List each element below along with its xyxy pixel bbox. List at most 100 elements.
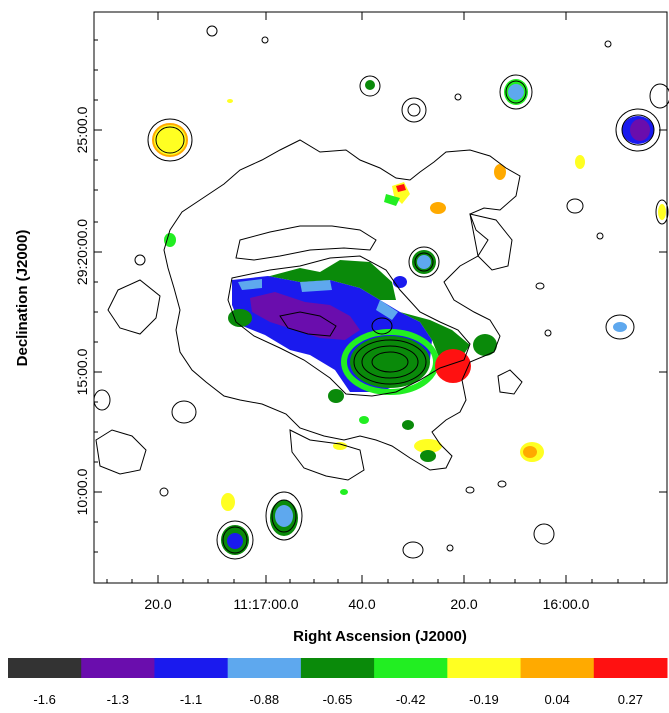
contour-src-e5 [566,198,584,214]
contours [93,25,669,560]
region-small-yellow-n [227,99,233,103]
contour-core [279,311,337,337]
source-nw-yellow [153,124,187,156]
contour-small-10 [402,541,424,559]
contour-small-9 [533,523,555,545]
region-blue-spot [393,276,407,288]
contour-sw1-1 [216,520,254,560]
colorbar-tick-label-5: -0.42 [396,692,426,707]
region-low-yellow [414,439,442,453]
colorbar-swatch-0 [8,658,82,678]
contour-small-3 [454,93,462,101]
region-low-orange-core [523,446,537,458]
region-low-green3 [340,489,348,495]
colorbar-tick-label-8: 0.27 [618,692,643,707]
source-ne-blue-core [508,84,524,100]
region-green-east [400,312,470,360]
region-red-source [435,349,471,383]
contour-src-n3 [407,103,421,117]
contour-small-11 [497,480,507,488]
contour-small-6 [544,329,552,337]
region-ridge-yellow [575,155,585,169]
contour-small-1 [206,25,218,37]
region-upper-ridge-red [396,184,406,192]
contour-low-arc [289,429,365,481]
x-tick-label-2: 40.0 [348,596,375,612]
region-ridge-green [384,194,400,206]
contour-ne-2 [414,252,434,272]
contour-src-e4 [605,314,635,340]
contour-oval-2 [361,345,419,379]
contour-small-12 [446,544,454,552]
contour-src-n1 [359,75,381,97]
y-axis-title: Declination (J2000) [14,230,31,367]
contour-sw1-2 [222,526,248,554]
region-green-w [228,309,252,327]
region-green-oval [350,336,430,388]
source-sw2-core [275,505,293,527]
source-e-purple-core [630,119,650,141]
x-axis-title: Right Ascension (J2000) [293,628,467,645]
contour-small-15 [159,487,169,497]
region-ne-blue [417,255,431,269]
contour-small-7 [171,400,197,424]
x-tick-label-3: 20.0 [450,596,477,612]
colorbar-swatch-5 [374,658,448,678]
contour-small-4 [604,40,612,48]
contour-small-13 [465,486,475,494]
source-nw-yellow-rim [152,123,188,157]
contour-small-16 [535,282,545,290]
colorbar-swatch-4 [300,658,375,678]
contour-right-mid [497,369,523,395]
colorbar: -1.6 -1.3 -1.1 -0.88 -0.65 -0.42 -0.19 0.04 0.27 [8,658,668,707]
contour-outer-main [163,139,521,471]
colorbar-tick-label-6: -0.19 [469,692,499,707]
contour-small-5 [596,232,604,240]
contour-oval-1 [353,339,427,385]
contour-east-arm [469,213,513,271]
colorbar-tick-label-1: -1.3 [107,692,129,707]
contour-e-src-2 [621,114,655,146]
region-green-sw [328,389,344,403]
colorbar-tick-label-2: -1.1 [180,692,202,707]
source-e-small [613,322,627,332]
region-mid-green [359,416,369,424]
colorbar-swatch-6 [447,658,522,678]
axis-ticks [94,12,667,583]
contour-upper-arm [235,225,377,261]
region-ridge-orange2 [494,164,506,180]
colorbar-tick-label-7: 0.04 [545,692,570,707]
y-tick-label-0: 25:00.0 [74,106,90,153]
x-tick-label-1: 11:17:00.0 [233,596,298,612]
colorbar-swatch-3 [227,658,302,678]
source-right-yellow [658,204,666,220]
colorbar-swatch-8 [593,658,668,678]
region-low-green [420,450,436,462]
contour-nw-1 [147,118,193,162]
contour-small-8 [93,389,111,411]
contour-white-hole [371,317,393,335]
contour-small-14 [134,254,146,266]
contour-lower-left [95,429,147,475]
region-left-green [164,233,176,247]
y-tick-label-1: 29:20:00.0 [74,219,90,285]
contour-sw2-2 [271,499,297,533]
colorbar-swatch-2 [154,658,229,678]
contour-e-src-3 [649,83,669,109]
contour-ne-src-1 [499,74,533,110]
contour-ne-1 [408,246,440,278]
contour-oval-3 [371,351,409,373]
source-sw1-core [227,533,243,549]
region-green-e2 [473,334,497,356]
region-purple-core [250,292,360,340]
y-tick-label-3: 10:00.0 [74,468,90,515]
region-green-rim [268,260,396,300]
source-sw1-yellow [221,493,235,511]
x-tick-label-4: 16:00.0 [543,596,590,612]
x-tick-label-0: 20.0 [144,596,171,612]
region-lightblue-edge [238,279,398,320]
colorbar-tick-label-3: -0.88 [249,692,279,707]
contour-nw-2 [155,126,185,154]
contour-src-e6 [655,199,669,225]
